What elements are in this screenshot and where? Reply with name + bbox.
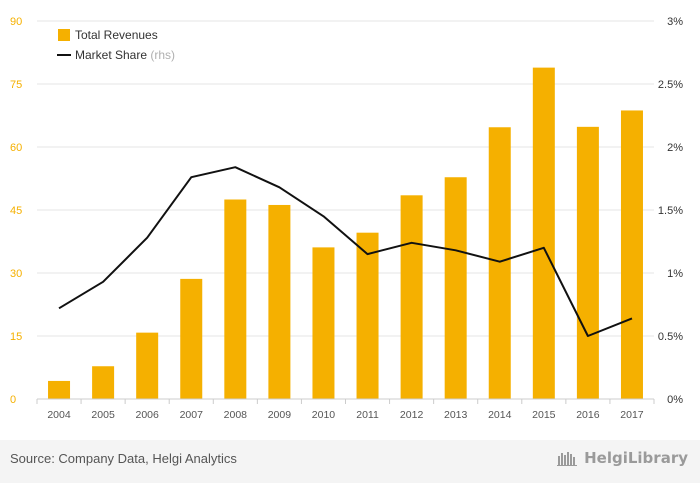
x-tick-label: 2008 <box>224 409 248 421</box>
left-tick-label: 45 <box>10 205 22 217</box>
x-tick-label: 2015 <box>532 409 556 421</box>
bar <box>180 278 203 399</box>
x-tick-label: 2006 <box>135 409 159 421</box>
legend-label-revenues: Total Revenues <box>75 28 158 42</box>
left-tick-label: 15 <box>10 331 22 343</box>
right-tick-label: 1.5% <box>658 205 683 217</box>
grid <box>37 20 654 337</box>
bar <box>224 199 247 399</box>
bar <box>312 247 335 399</box>
x-tick-label: 2004 <box>47 409 71 421</box>
right-tick-label: 3% <box>667 16 683 28</box>
legend-rhs-note: (rhs) <box>150 48 175 62</box>
bar <box>532 67 555 400</box>
brand-logo: HelgiLibrary <box>557 449 688 467</box>
right-tick-label: 2% <box>667 142 683 154</box>
right-tick-label: 1% <box>667 268 683 280</box>
x-tick-label: 2007 <box>180 409 204 421</box>
x-tick-label: 2017 <box>620 409 644 421</box>
legend-swatch-revenues <box>58 29 70 41</box>
bar <box>268 204 291 399</box>
right-tick-label: 2.5% <box>658 79 683 91</box>
x-axis: 2004 2005 2006 2007 2008 2009 2010 2011 2012 2013… <box>36 398 655 421</box>
library-icon <box>557 450 579 466</box>
bar <box>48 380 71 399</box>
x-tick-label: 2013 <box>444 409 468 421</box>
x-tick-label: 2009 <box>268 409 292 421</box>
left-tick-label: 60 <box>10 142 22 154</box>
bar <box>488 127 511 399</box>
left-tick-label: 0 <box>10 394 16 406</box>
bar <box>400 195 423 399</box>
right-axis: 0% 0.5% 1% 1.5% 2% 2.5% 3% <box>658 16 683 406</box>
x-tick-label: 2016 <box>576 409 600 421</box>
market-share-line <box>58 166 633 337</box>
x-tick-label: 2014 <box>488 409 512 421</box>
left-tick-label: 30 <box>10 268 22 280</box>
bar <box>620 110 643 400</box>
bars <box>48 67 643 400</box>
right-tick-label: 0% <box>667 394 683 406</box>
x-tick-label: 2010 <box>312 409 336 421</box>
source-text: Source: Company Data, Helgi Analytics <box>10 451 237 466</box>
legend: Total Revenues Market Share (rhs) <box>57 28 175 62</box>
market-share-line-group <box>58 166 633 337</box>
x-tick-label: 2005 <box>91 409 115 421</box>
bar <box>356 232 379 399</box>
bar <box>136 332 159 399</box>
brand-name: HelgiLibrary <box>584 449 688 467</box>
right-tick-label: 0.5% <box>658 331 683 343</box>
left-axis: 0 15 30 45 60 75 90 <box>10 16 22 406</box>
bar <box>576 126 599 399</box>
bar <box>444 177 467 399</box>
left-tick-label: 90 <box>10 16 22 28</box>
legend-series-name: Market Share <box>75 48 150 62</box>
bar <box>92 366 115 399</box>
left-tick-label: 75 <box>10 79 22 91</box>
x-tick-label: 2011 <box>356 409 379 421</box>
legend-label-market-share: Market Share (rhs) <box>75 48 175 62</box>
footer: Source: Company Data, Helgi Analytics He… <box>0 440 700 483</box>
x-tick-label: 2012 <box>400 409 424 421</box>
